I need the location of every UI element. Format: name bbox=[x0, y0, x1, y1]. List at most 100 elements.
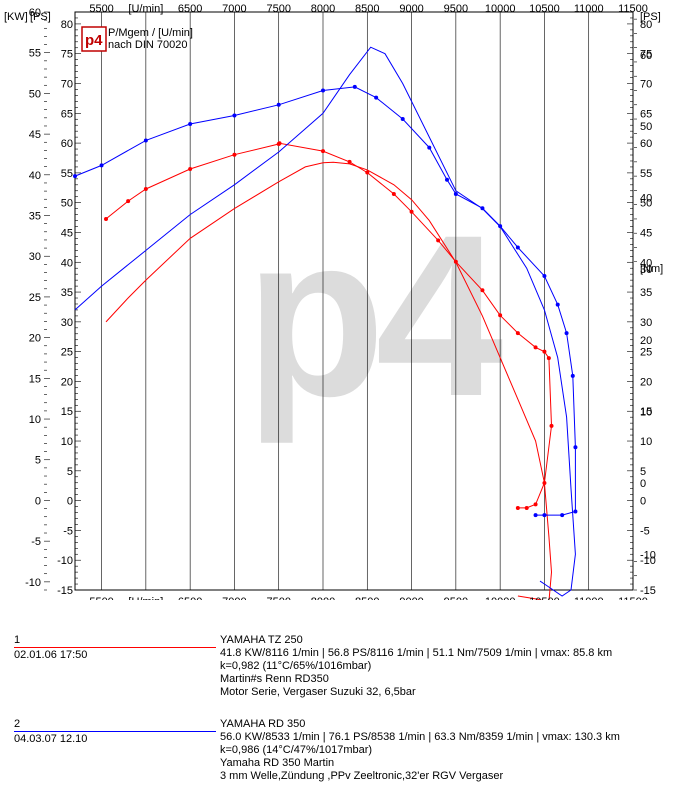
tick-label-ps-right: 45 bbox=[640, 227, 652, 239]
series-point bbox=[321, 88, 325, 93]
tick-label-x-top: 8000 bbox=[311, 3, 335, 15]
tick-label-kw: 0 bbox=[35, 495, 41, 507]
tick-label-kw: -5 bbox=[31, 536, 41, 548]
series-point bbox=[276, 102, 281, 107]
tick-label-x-top: 11000 bbox=[574, 3, 604, 15]
tick-label-ps-right: 15 bbox=[640, 406, 652, 418]
p4-logo: p4 bbox=[81, 26, 107, 52]
tick-label-ps-right: 40 bbox=[640, 257, 652, 269]
tick-label-kw: 20 bbox=[29, 333, 41, 345]
tick-label-ps-right: 75 bbox=[640, 49, 652, 61]
tick-label-ps-left: 40 bbox=[61, 257, 73, 269]
tick-label-ps-right: 60 bbox=[640, 138, 652, 150]
tick-label-x-bottom: 8000 bbox=[311, 596, 335, 600]
series-point bbox=[409, 209, 414, 214]
tick-label-ps-left: -10 bbox=[57, 555, 73, 567]
run-stats: 41.8 KW/8116 1/min | 56.8 PS/8116 1/min … bbox=[220, 647, 613, 659]
tick-label-ps-right: 10 bbox=[640, 436, 652, 448]
tick-label-nm: 30 bbox=[640, 264, 652, 276]
series-point bbox=[445, 177, 449, 182]
series-point bbox=[143, 186, 148, 191]
tick-label-ps-right: -5 bbox=[640, 525, 650, 537]
series-point bbox=[498, 224, 503, 229]
tick-label-x-bottom: 9500 bbox=[444, 596, 468, 600]
tick-label-x-top: 5500 bbox=[89, 3, 113, 15]
tick-label-kw: 60 bbox=[29, 7, 41, 19]
series-point bbox=[498, 313, 503, 318]
tick-label-x-top: 9000 bbox=[399, 3, 423, 15]
series-point bbox=[400, 117, 405, 122]
dyno-chart: p4 p4 P/Mgem / [U/min] nach DIN 70020 60… bbox=[4, 3, 664, 600]
tick-label-x-top: 7000 bbox=[222, 3, 246, 15]
tick-label-ps-left: 5 bbox=[67, 466, 73, 478]
plot-area-border bbox=[74, 11, 634, 591]
tick-label-ps-left: 60 bbox=[61, 138, 73, 150]
tick-label-x-bottom: 7000 bbox=[222, 596, 246, 600]
series-point bbox=[391, 191, 396, 196]
tick-label-x-bottom: 8500 bbox=[355, 596, 379, 600]
run-owner: Yamaha RD 350 Martin bbox=[220, 757, 335, 769]
grid-lines bbox=[101, 12, 590, 590]
series-point bbox=[573, 509, 578, 514]
series-point bbox=[542, 513, 547, 518]
series-point bbox=[480, 288, 485, 293]
tick-label-ps-left: 25 bbox=[61, 347, 73, 359]
tick-label-ps-left: -15 bbox=[57, 585, 73, 597]
series-point bbox=[126, 199, 131, 204]
axis-label-ps-left: [PS] bbox=[30, 11, 51, 23]
tick-label-x-bottom: 10000 bbox=[485, 596, 516, 600]
tick-label-ps-right: 35 bbox=[640, 287, 652, 299]
series-point bbox=[555, 302, 560, 307]
tick-label-x-bottom: 10500 bbox=[529, 596, 560, 600]
run-stats: 56.0 KW/8533 1/min | 76.1 PS/8538 1/min … bbox=[220, 731, 620, 743]
series-point bbox=[365, 170, 370, 175]
tick-label-ps-right: 70 bbox=[640, 79, 652, 91]
tick-label-x-top: 9500 bbox=[444, 3, 468, 15]
series-group bbox=[73, 46, 578, 600]
tick-label-ps-left: 45 bbox=[61, 227, 73, 239]
tick-label-ps-left: 30 bbox=[61, 317, 73, 329]
series-point bbox=[524, 505, 529, 510]
tick-label-x-bottom: 7500 bbox=[266, 596, 290, 600]
series-point bbox=[232, 152, 237, 157]
tick-label-x-top: 6500 bbox=[178, 3, 202, 15]
run-description: Motor Serie, Vergaser Suzuki 32, 6,5bar bbox=[220, 686, 416, 698]
run-title: YAMAHA TZ 250 bbox=[220, 634, 303, 646]
series-point bbox=[542, 349, 547, 354]
tick-label-ps-left: 80 bbox=[61, 19, 73, 31]
p4-logo-text: p4 bbox=[85, 32, 103, 49]
run-info: YAMAHA TZ 250 41.8 KW/8116 1/min | 56.8 … bbox=[220, 634, 612, 699]
run-description: 3 mm Welle,Zündung ,PPv Zeeltronic,32'er… bbox=[220, 770, 504, 782]
tick-label-ps-left: 20 bbox=[61, 376, 73, 388]
tick-label-ps-right: 20 bbox=[640, 376, 652, 388]
tick-label-x-top: 11500 bbox=[618, 3, 648, 15]
series-point bbox=[188, 122, 193, 127]
series-point bbox=[542, 480, 547, 485]
run-conditions: k=0,986 (14°C/47%/1017mbar) bbox=[220, 744, 373, 756]
run-number: 2 bbox=[14, 718, 21, 730]
tick-label-ps-left: 55 bbox=[61, 168, 73, 180]
chart-header-line1: P/Mgem / [U/min] bbox=[108, 27, 193, 39]
series-point bbox=[104, 216, 108, 221]
run-date: 04.03.07 12.10 bbox=[14, 733, 88, 745]
tick-label-ps-right: -15 bbox=[640, 585, 656, 597]
series-point bbox=[515, 505, 520, 510]
series-point bbox=[347, 159, 352, 164]
series-point bbox=[321, 149, 325, 154]
tick-label-kw: 40 bbox=[29, 170, 41, 182]
tick-label-x-top: 8500 bbox=[355, 3, 379, 15]
tick-label-x-top: 10000 bbox=[485, 3, 516, 15]
tick-label-ps-left: 35 bbox=[61, 287, 73, 299]
tick-label-ps-left: 50 bbox=[61, 198, 73, 210]
tick-label-ps-left: 65 bbox=[61, 108, 73, 120]
run-conditions: k=0,982 (11°C/65%/1016mbar) bbox=[220, 660, 372, 672]
series-point bbox=[352, 84, 357, 89]
tick-label-x-bottom: 5500 bbox=[89, 596, 113, 600]
tick-label-ps-right: 65 bbox=[640, 108, 652, 120]
series-point bbox=[277, 141, 282, 146]
run-color-line bbox=[14, 731, 216, 732]
run-date: 02.01.06 17:50 bbox=[14, 649, 88, 661]
run-title: YAMAHA RD 350 bbox=[220, 718, 306, 730]
series-point bbox=[533, 502, 538, 507]
tick-label-ps-left: 70 bbox=[61, 79, 73, 91]
